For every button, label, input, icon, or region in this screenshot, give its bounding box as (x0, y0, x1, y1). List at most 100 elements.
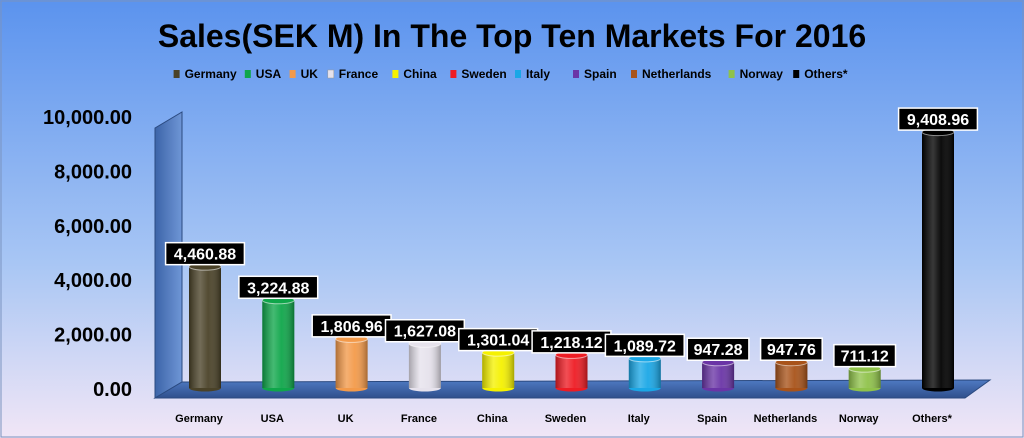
bar-shading (189, 266, 221, 388)
x-tick-label: Germany (175, 413, 224, 425)
legend-swatch (515, 70, 521, 78)
data-label-box (759, 337, 823, 361)
y-tick-label: 0.00 (93, 379, 132, 401)
x-tick-label: Sweden (545, 413, 587, 425)
legend-swatch (450, 70, 457, 78)
data-label-sweden: 1,218.12 (531, 330, 612, 354)
data-label-text: 1,301.04 (467, 333, 529, 350)
legend-item-germany: Germany (173, 67, 237, 81)
data-label-germany: 4,460.88 (164, 241, 246, 266)
data-label-france: 1,627.08 (384, 318, 466, 343)
y-tick-label: 6,000.00 (54, 216, 132, 238)
data-label-box (604, 333, 685, 358)
y-tick-label: 4,000.00 (54, 270, 132, 292)
bar-shading (848, 368, 881, 388)
x-tick-label: UK (338, 413, 354, 425)
x-tick-label: Others* (912, 413, 952, 425)
bar-shading (922, 132, 954, 388)
bar-shading (702, 362, 735, 388)
bar-usa (261, 296, 295, 392)
bar-italy (628, 354, 662, 392)
y-tick-label: 2,000.00 (54, 325, 132, 347)
data-label-usa: 3,224.88 (238, 275, 319, 300)
legend-swatch (631, 70, 637, 78)
data-label-box (686, 337, 750, 361)
y-axis: 0.00 2,000.00 4,000.00 6,000.00 8,000.00 10,0… (43, 107, 132, 401)
bar-uk (335, 334, 369, 392)
legend-item-spain: Spain (573, 67, 617, 81)
x-tick-label: France (401, 413, 437, 425)
bar-china (481, 348, 515, 392)
legend-label: China (403, 67, 437, 81)
data-label-spain: 947.28 (686, 337, 750, 361)
data-label-box (164, 241, 246, 266)
data-label-text: 9,408.96 (907, 112, 969, 129)
x-tick-label: Norway (839, 413, 880, 425)
data-label-text: 1,089.72 (614, 338, 676, 355)
legend-swatch (173, 70, 180, 78)
legend-item-usa: USA (244, 67, 282, 81)
bar-sweden (555, 350, 588, 392)
legend-label: Others* (804, 67, 848, 81)
bar-shading (408, 343, 441, 388)
data-label-box (238, 275, 319, 300)
legend-label: Norway (740, 67, 784, 81)
y-tick-label: 10,000.00 (43, 107, 132, 129)
legend-item-france: France (327, 67, 379, 81)
x-tick-label: China (477, 413, 508, 425)
legend-label: Italy (526, 67, 550, 81)
legend-label: France (339, 67, 379, 81)
data-label-text: 1,806.96 (320, 319, 382, 336)
legend-item-others: Others* (793, 67, 848, 81)
y-tick-label: 8,000.00 (54, 161, 132, 183)
data-label-text: 3,224.88 (247, 280, 309, 297)
data-label-text: 1,218.12 (540, 335, 602, 352)
data-label-uk: 1,806.96 (311, 314, 392, 338)
data-label-box (833, 343, 897, 368)
legend-label: UK (301, 67, 319, 81)
data-label-text: 711.12 (841, 349, 889, 366)
bar-netherlands (774, 358, 808, 392)
bar-shading (775, 362, 808, 388)
data-label-text: 947.28 (694, 342, 743, 359)
value-labels: 4,460.88 3,224.88 1,806.96 1,627.08 1,301.04… (164, 107, 979, 368)
legend-label: Germany (185, 67, 237, 81)
legend-item-norway: Norway (728, 67, 784, 81)
legend-swatch (244, 70, 251, 78)
legend-item-uk: UK (289, 67, 319, 81)
bar-france (408, 339, 442, 392)
legend-label: Sweden (461, 67, 506, 81)
legend-swatch (728, 70, 735, 78)
x-axis: Germany USA UK France China Sweden Italy Spain N… (175, 413, 952, 425)
legend-label: Spain (584, 67, 617, 81)
legend-item-netherlands: Netherlands (631, 67, 712, 81)
bar-shading (335, 338, 368, 388)
data-label-text: 947.76 (767, 342, 816, 359)
legend-swatch (392, 70, 399, 78)
bar-shading (482, 352, 515, 388)
data-label-text: 1,627.08 (394, 324, 456, 341)
bar-shading (262, 300, 295, 388)
data-label-norway: 711.12 (833, 343, 897, 368)
legend-swatch (793, 70, 800, 78)
legend-item-italy: Italy (515, 67, 550, 81)
legend-swatch (289, 70, 296, 78)
legend-label: USA (256, 67, 282, 81)
x-tick-label: Spain (697, 413, 727, 425)
legend-swatch (327, 69, 335, 79)
data-label-box (897, 107, 979, 131)
x-tick-label: Italy (628, 413, 651, 425)
data-label-china: 1,301.04 (458, 327, 539, 352)
legend-item-china: China (392, 67, 437, 81)
data-label-netherlands: 947.76 (759, 337, 823, 361)
bar-shading (628, 358, 661, 388)
data-label-text: 4,460.88 (174, 247, 236, 264)
bar-norway (848, 364, 882, 392)
bar-spain (701, 358, 735, 392)
legend: Germany USA UK France China Sweden Italy Spain N… (173, 67, 848, 81)
legend-item-sweden: Sweden (450, 67, 507, 81)
data-label-others: 9,408.96 (897, 107, 979, 131)
